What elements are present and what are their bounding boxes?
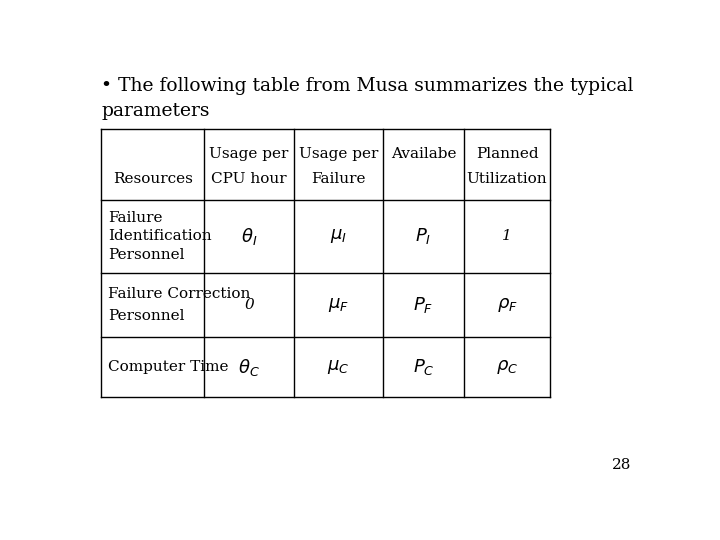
Text: • The following table from Musa summarizes the typical: • The following table from Musa summariz…	[101, 77, 634, 95]
Text: Usage per: Usage per	[299, 147, 378, 161]
Text: $\mu_I$: $\mu_I$	[330, 227, 347, 245]
Text: Personnel: Personnel	[108, 309, 184, 323]
Text: Failure: Failure	[311, 172, 366, 186]
Text: Personnel: Personnel	[108, 247, 184, 261]
Text: CPU hour: CPU hour	[211, 172, 287, 186]
Text: $\rho_F$: $\rho_F$	[497, 296, 518, 314]
Text: Availabe: Availabe	[391, 147, 456, 161]
Text: 1: 1	[503, 230, 512, 244]
Text: $\theta_C$: $\theta_C$	[238, 357, 260, 378]
Text: $\rho_C$: $\rho_C$	[496, 359, 518, 376]
Text: $P_C$: $P_C$	[413, 357, 434, 377]
Text: $P_F$: $P_F$	[413, 295, 433, 315]
Text: Identification: Identification	[108, 230, 212, 244]
Text: Computer Time: Computer Time	[108, 360, 228, 374]
Text: $\mu_C$: $\mu_C$	[327, 359, 349, 376]
Text: Failure Correction: Failure Correction	[108, 287, 251, 301]
Text: $P_I$: $P_I$	[415, 226, 431, 246]
Text: Usage per: Usage per	[210, 147, 289, 161]
Text: $\mu_F$: $\mu_F$	[328, 296, 349, 314]
Text: Failure: Failure	[108, 211, 162, 225]
Text: parameters: parameters	[101, 102, 210, 120]
Text: 28: 28	[612, 458, 631, 472]
Text: Planned: Planned	[476, 147, 539, 161]
Text: 0: 0	[244, 298, 254, 312]
Text: $\theta_I$: $\theta_I$	[240, 226, 257, 247]
Text: Utilization: Utilization	[467, 172, 547, 186]
Text: Resources: Resources	[113, 172, 193, 186]
